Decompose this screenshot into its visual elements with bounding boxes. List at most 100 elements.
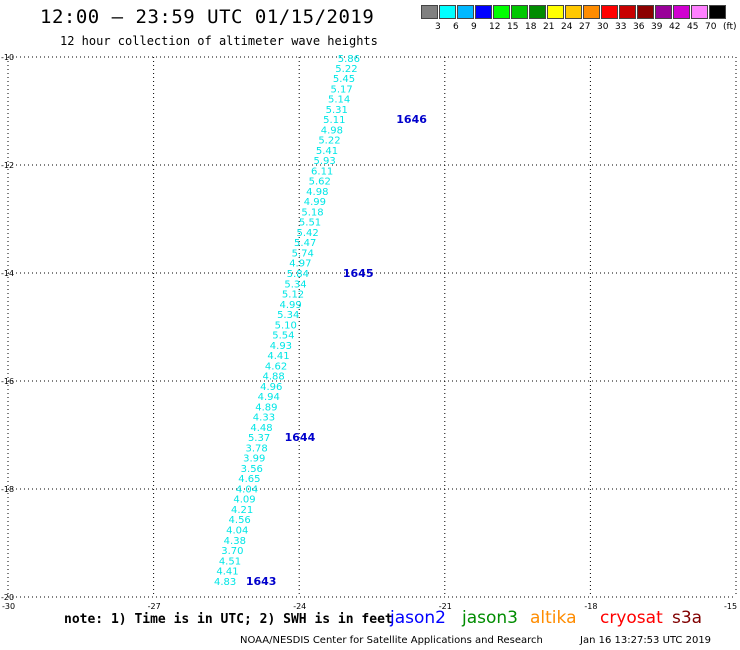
latitude-label: -18 xyxy=(1,485,14,494)
colorbar-label: 33 xyxy=(615,22,627,32)
wave-height-value: 4.48 xyxy=(250,423,272,434)
pass-time-label: 1644 xyxy=(285,431,316,444)
wave-height-value: 4.51 xyxy=(219,556,241,567)
credit-line: NOAA/NESDIS Center for Satellite Applica… xyxy=(240,635,543,646)
wave-height-value: 5.54 xyxy=(272,331,294,342)
colorbar-label: 30 xyxy=(597,22,609,32)
wave-height-value: 5.31 xyxy=(326,105,348,116)
wave-height-value: 5.22 xyxy=(318,136,340,147)
wave-height-value: 5.86 xyxy=(338,54,360,65)
wave-height-value: 4.88 xyxy=(263,372,285,383)
colorbar-swatch xyxy=(619,5,636,19)
latitude-label: -10 xyxy=(1,53,14,62)
wave-height-value: 4.98 xyxy=(321,125,343,136)
map-title: 12:00 — 23:59 UTC 01/15/2019 xyxy=(40,6,375,28)
wave-height-value: 4.09 xyxy=(233,495,255,506)
colorbar-swatch xyxy=(421,5,438,19)
latitude-label: -16 xyxy=(1,377,14,386)
satellite-legend-s3a: s3a xyxy=(672,608,703,628)
wave-height-value: 5.10 xyxy=(275,320,297,331)
colorbar-label: 3 xyxy=(435,22,441,32)
wave-height-value: 4.41 xyxy=(267,351,289,362)
colorbar-label: 18 xyxy=(525,22,537,32)
colorbar-swatch xyxy=(691,5,708,19)
wave-height-value: 4.96 xyxy=(260,382,282,393)
wave-height-value: 4.83 xyxy=(214,577,236,588)
colorbar-label: 15 xyxy=(507,22,519,32)
colorbar-swatch xyxy=(529,5,546,19)
wave-height-value: 5.74 xyxy=(292,248,314,259)
wave-height-value: 4.38 xyxy=(224,536,246,547)
pass-time-label: 1645 xyxy=(343,267,374,280)
satellite-legend-altika: altika xyxy=(530,608,577,628)
colorbar-label: 39 xyxy=(651,22,663,32)
longitude-label: -24 xyxy=(293,602,306,611)
wave-height-value: 5.84 xyxy=(287,269,309,280)
colorbar-swatch xyxy=(673,5,690,19)
pass-time-label: 1643 xyxy=(246,575,277,588)
wave-height-value: 3.56 xyxy=(241,464,263,475)
latitude-label: -14 xyxy=(1,269,14,278)
wave-height-value: 4.04 xyxy=(236,484,258,495)
colorbar-label: 12 xyxy=(489,22,501,32)
pass-time-label: 1646 xyxy=(396,113,427,126)
colorbar-label: 45 xyxy=(687,22,699,32)
colorbar-swatch xyxy=(511,5,528,19)
wave-height-value: 4.98 xyxy=(306,187,328,198)
colorbar-label: 6 xyxy=(453,22,459,32)
wave-height-value: 4.94 xyxy=(258,392,280,403)
wave-height-value: 4.41 xyxy=(216,567,238,578)
wave-height-value: 5.42 xyxy=(296,228,318,239)
wave-height-value: 4.93 xyxy=(270,341,292,352)
colorbar-swatch xyxy=(565,5,582,19)
wave-height-value: 3.99 xyxy=(243,454,265,465)
satellite-legend-jason2: jason2 xyxy=(390,608,446,628)
wave-height-value: 5.14 xyxy=(328,95,350,106)
wave-height-value: 5.37 xyxy=(248,433,270,444)
colorbar-label: 27 xyxy=(579,22,591,32)
colorbar-swatch xyxy=(655,5,672,19)
colorbar-label: 21 xyxy=(543,22,555,32)
wave-height-value: 4.99 xyxy=(304,197,326,208)
wave-height-value: 4.62 xyxy=(265,361,287,372)
colorbar-swatch xyxy=(637,5,654,19)
wave-height-value: 5.34 xyxy=(277,310,299,321)
wave-height-value: 5.12 xyxy=(282,290,304,301)
wave-height-value: 3.78 xyxy=(246,443,268,454)
wave-height-value: 4.99 xyxy=(279,300,301,311)
wave-height-value: 4.21 xyxy=(231,505,253,516)
longitude-label: -15 xyxy=(724,602,737,611)
wave-height-value: 5.45 xyxy=(333,74,355,85)
latitude-label: -20 xyxy=(1,593,14,602)
wave-height-value: 4.33 xyxy=(253,413,275,424)
wave-height-value: 5.62 xyxy=(309,177,331,188)
wave-height-value: 5.34 xyxy=(284,279,306,290)
satellite-legend-jason3: jason3 xyxy=(462,608,518,628)
colorbar-swatch xyxy=(493,5,510,19)
colorbar-swatch xyxy=(583,5,600,19)
wave-height-value: 4.56 xyxy=(229,515,251,526)
longitude-label: -30 xyxy=(2,602,15,611)
colorbar-label: (ft) xyxy=(723,22,737,32)
colorbar-swatch xyxy=(475,5,492,19)
map-subtitle: 12 hour collection of altimeter wave hei… xyxy=(60,34,378,48)
wave-height-value: 5.22 xyxy=(335,64,357,75)
colorbar-label: 24 xyxy=(561,22,573,32)
longitude-label: -21 xyxy=(439,602,452,611)
wave-height-value: 5.17 xyxy=(330,84,352,95)
longitude-label: -18 xyxy=(584,602,597,611)
colorbar-swatch xyxy=(601,5,618,19)
colorbar-swatch xyxy=(457,5,474,19)
wave-height-value: 5.18 xyxy=(301,207,323,218)
colorbar-label: 70 xyxy=(705,22,717,32)
colorbar-label: 42 xyxy=(669,22,681,32)
colorbar-swatch xyxy=(547,5,564,19)
colorbar-swatch xyxy=(709,5,726,19)
longitude-label: -27 xyxy=(148,602,161,611)
wave-height-value: 4.04 xyxy=(226,526,248,537)
wave-height-value: 3.70 xyxy=(221,546,243,557)
colorbar-swatch xyxy=(439,5,456,19)
wave-height-value: 5.93 xyxy=(313,156,335,167)
footnote: note: 1) Time is in UTC; 2) SWH is in fe… xyxy=(64,612,393,627)
